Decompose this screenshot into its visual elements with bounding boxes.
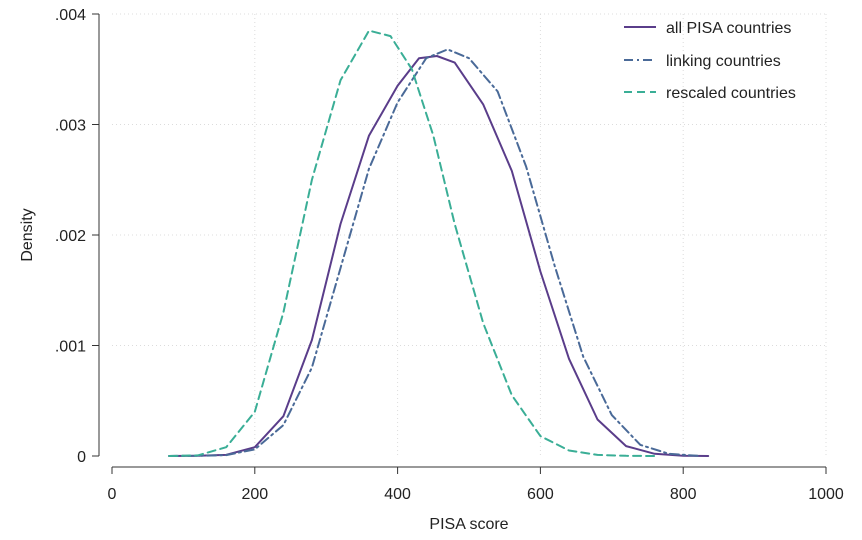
y-tick-label-4: .004 [55,7,86,24]
y-tick-label-3: .003 [55,118,86,135]
legend: all PISA countries linking countries res… [624,20,796,102]
x-axis-title: PISA score [429,516,508,533]
x-tick-label-0: 0 [108,486,117,503]
y-tick-label-0: 0 [77,449,86,466]
series-line-rescaled-countries [168,29,656,457]
y-tick-label-2: .002 [55,228,86,245]
y-axis-title: Density [19,208,36,261]
series-lines [168,29,710,457]
series-line-linking-countries [168,48,699,457]
legend-label-linking-countries: linking countries [666,53,781,70]
x-tick-label-4: 800 [670,486,697,503]
x-tick-label-5: 1000 [808,486,844,503]
x-tick-label-2: 400 [384,486,411,503]
y-ticks: 0 .001 .002 .003 .004 [55,7,99,466]
x-tick-label-3: 600 [527,486,554,503]
grid-lines [112,13,827,456]
series-line-all-pisa-countries [168,55,710,457]
legend-label-rescaled-countries: rescaled countries [666,85,796,102]
legend-label-all-pisa-countries: all PISA countries [666,20,791,37]
x-ticks: 0 200 400 600 800 1000 [108,467,844,503]
x-tick-label-1: 200 [241,486,268,503]
y-tick-label-1: .001 [55,339,86,356]
